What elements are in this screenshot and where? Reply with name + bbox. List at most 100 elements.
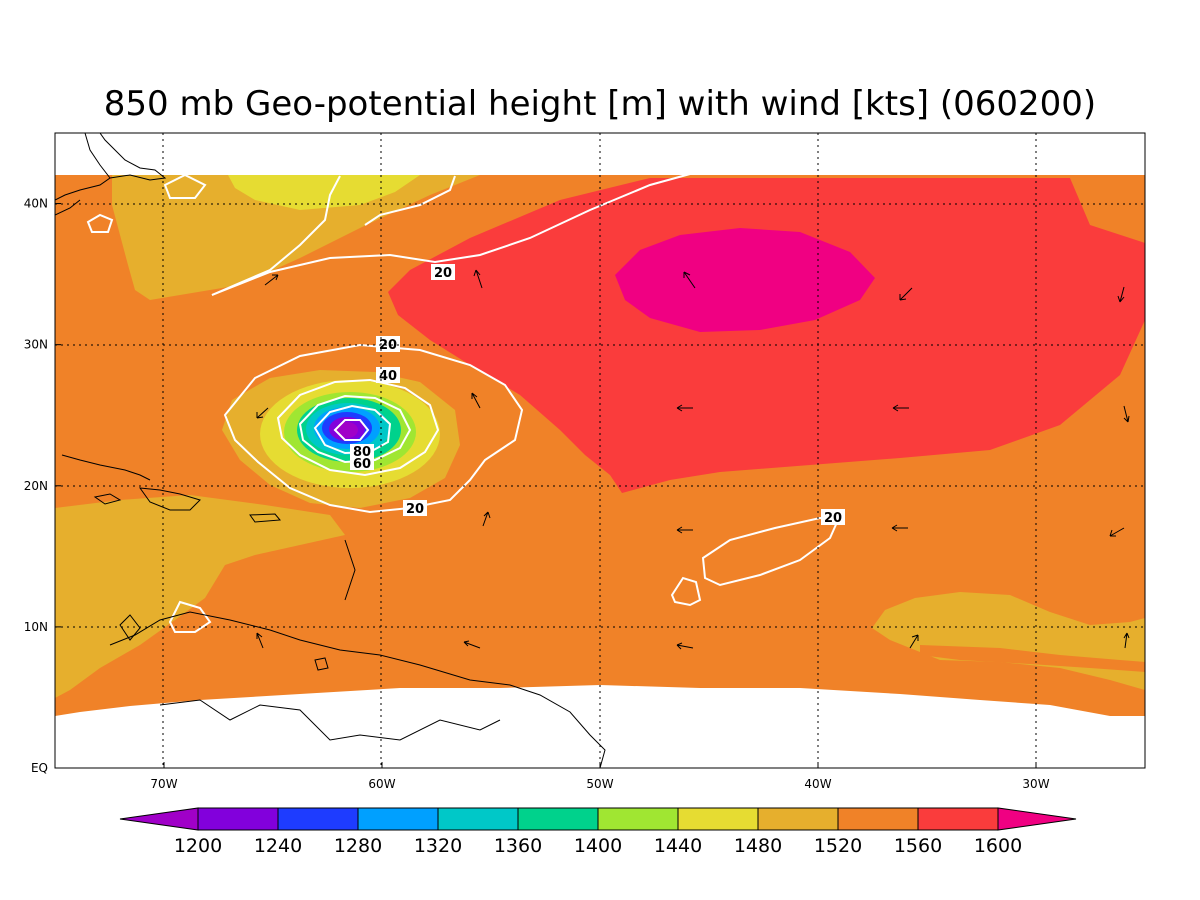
colorbar-segment — [517, 807, 599, 831]
wind-arrow — [482, 511, 491, 527]
colorbar-label: 1400 — [574, 835, 622, 857]
contour-20-north-upper — [211, 175, 341, 296]
lat-tick-label: 30N — [24, 338, 48, 352]
colorbar-label: 1480 — [734, 835, 782, 857]
colorbar-segment — [597, 807, 679, 831]
coastline-new-england — [55, 199, 81, 216]
wind-arrow — [676, 642, 694, 650]
contour-inner-storm — [333, 419, 370, 441]
wind-arrow — [676, 404, 693, 412]
wind-arrow — [256, 632, 264, 649]
wind-arrow — [899, 287, 913, 301]
coastline-north-america — [55, 133, 111, 201]
contour-40-storm — [276, 378, 440, 477]
colorbar-segment — [277, 807, 359, 831]
lat-tick-label: 10N — [24, 620, 48, 634]
contour-label-20-storm-top: 20 — [376, 336, 400, 353]
colorbar-label: 1360 — [494, 835, 542, 857]
lon-tick-label: 30W — [1022, 777, 1049, 791]
coastline-trinidad — [314, 657, 329, 671]
wind-arrow — [256, 407, 269, 419]
height-field-1480-north — [228, 175, 420, 210]
coastline-lake-maracaibo — [119, 614, 141, 641]
coastline-venezuela-interior — [159, 699, 501, 741]
colorbar-extension-high — [997, 807, 1077, 831]
svg-text:20: 20 — [406, 502, 424, 517]
coastline-jamaica — [93, 493, 122, 505]
contour-20-east-small — [670, 576, 702, 607]
contour-label-20-north: 20 — [431, 264, 455, 281]
graticule — [55, 133, 1145, 768]
wind-arrow — [891, 524, 908, 532]
wind-arrow — [1123, 632, 1130, 649]
map-title: 850 mb Geo-potential height [m] with win… — [104, 84, 1096, 124]
svg-text:40: 40 — [379, 369, 397, 384]
colorbar-segment — [677, 807, 759, 831]
colorbar-segment — [197, 807, 279, 831]
height-field-1560-east-gap — [920, 645, 1145, 672]
height-field-1600 — [388, 178, 1145, 493]
colorbar: 1200 1240 1280 1320 1360 1400 1440 1480 1520 1560… — [119, 807, 1077, 857]
coastlines — [55, 133, 606, 768]
contour-small-caribbean — [168, 600, 212, 633]
colorbar-segment — [757, 807, 839, 831]
wind-arrow — [473, 269, 483, 289]
contour-label-60-storm: 60 — [350, 456, 374, 472]
contour-20-north-left — [364, 175, 456, 226]
wind-arrow — [676, 526, 693, 534]
map-field: 20 20 40 80 60 20 — [55, 133, 1145, 768]
height-field-1520-north — [112, 175, 480, 300]
colorbar-segment — [357, 807, 439, 831]
lon-tick-label: 60W — [368, 777, 395, 791]
colorbar-segment — [837, 807, 919, 831]
svg-text:20: 20 — [379, 338, 397, 353]
contour-labels: 20 20 40 80 60 20 — [350, 264, 845, 526]
wind-vectors — [256, 269, 1130, 650]
height-field-1600plus — [615, 228, 875, 332]
coastline-nova-scotia — [99, 133, 167, 181]
colorbar-label: 1200 — [174, 835, 222, 857]
wind-arrow — [264, 274, 279, 286]
contour-label-40-storm: 40 — [376, 367, 400, 384]
colorbar-segment — [917, 807, 999, 831]
coastline-hispaniola — [138, 487, 201, 511]
contour-80-storm — [313, 404, 392, 455]
wind-arrow — [471, 392, 481, 409]
height-field-1520-west — [55, 495, 345, 698]
contour-20-northwest — [163, 173, 207, 199]
colorbar-segment — [437, 807, 519, 831]
wind-arrow — [892, 404, 909, 412]
longitude-axis: 70W 60W 50W 40W 30W — [150, 762, 1050, 791]
wind-speed-contours — [86, 173, 840, 633]
contour-20-storm — [223, 343, 524, 514]
wind-arrow — [683, 271, 696, 289]
lat-tick-label: 40N — [24, 197, 48, 211]
contour-small-west — [86, 213, 114, 233]
colorbar-label: 1520 — [814, 835, 862, 857]
contour-label-20-storm-bottom: 20 — [403, 500, 427, 517]
wind-arrow — [1117, 286, 1125, 303]
colorbar-label: 1440 — [654, 835, 702, 857]
svg-text:60: 60 — [353, 457, 371, 472]
lat-tick-label: EQ — [31, 761, 48, 775]
contour-label-20-east: 20 — [821, 509, 845, 526]
lon-tick-label: 40W — [804, 777, 831, 791]
colorbar-label: 1240 — [254, 835, 302, 857]
latitude-axis: EQ 10N 20N 30N 40N — [24, 197, 61, 775]
coastline-lesser-antilles — [344, 539, 356, 601]
lon-tick-label: 50W — [586, 777, 613, 791]
wind-arrow — [1109, 527, 1125, 537]
lon-tick-label: 70W — [150, 777, 177, 791]
colorbar-label: 1320 — [414, 835, 462, 857]
coastline-south-america — [109, 611, 606, 768]
colorbar-label: 1560 — [894, 835, 942, 857]
colorbar-label: 1280 — [334, 835, 382, 857]
svg-text:20: 20 — [434, 266, 452, 281]
contour-20-east-loop — [701, 516, 840, 587]
colorbar-label: 1600 — [974, 835, 1022, 857]
coastline-cuba — [61, 454, 151, 481]
contour-60-storm — [298, 394, 412, 464]
contour-20-north — [211, 173, 691, 296]
colorbar-extension-low — [119, 807, 199, 831]
